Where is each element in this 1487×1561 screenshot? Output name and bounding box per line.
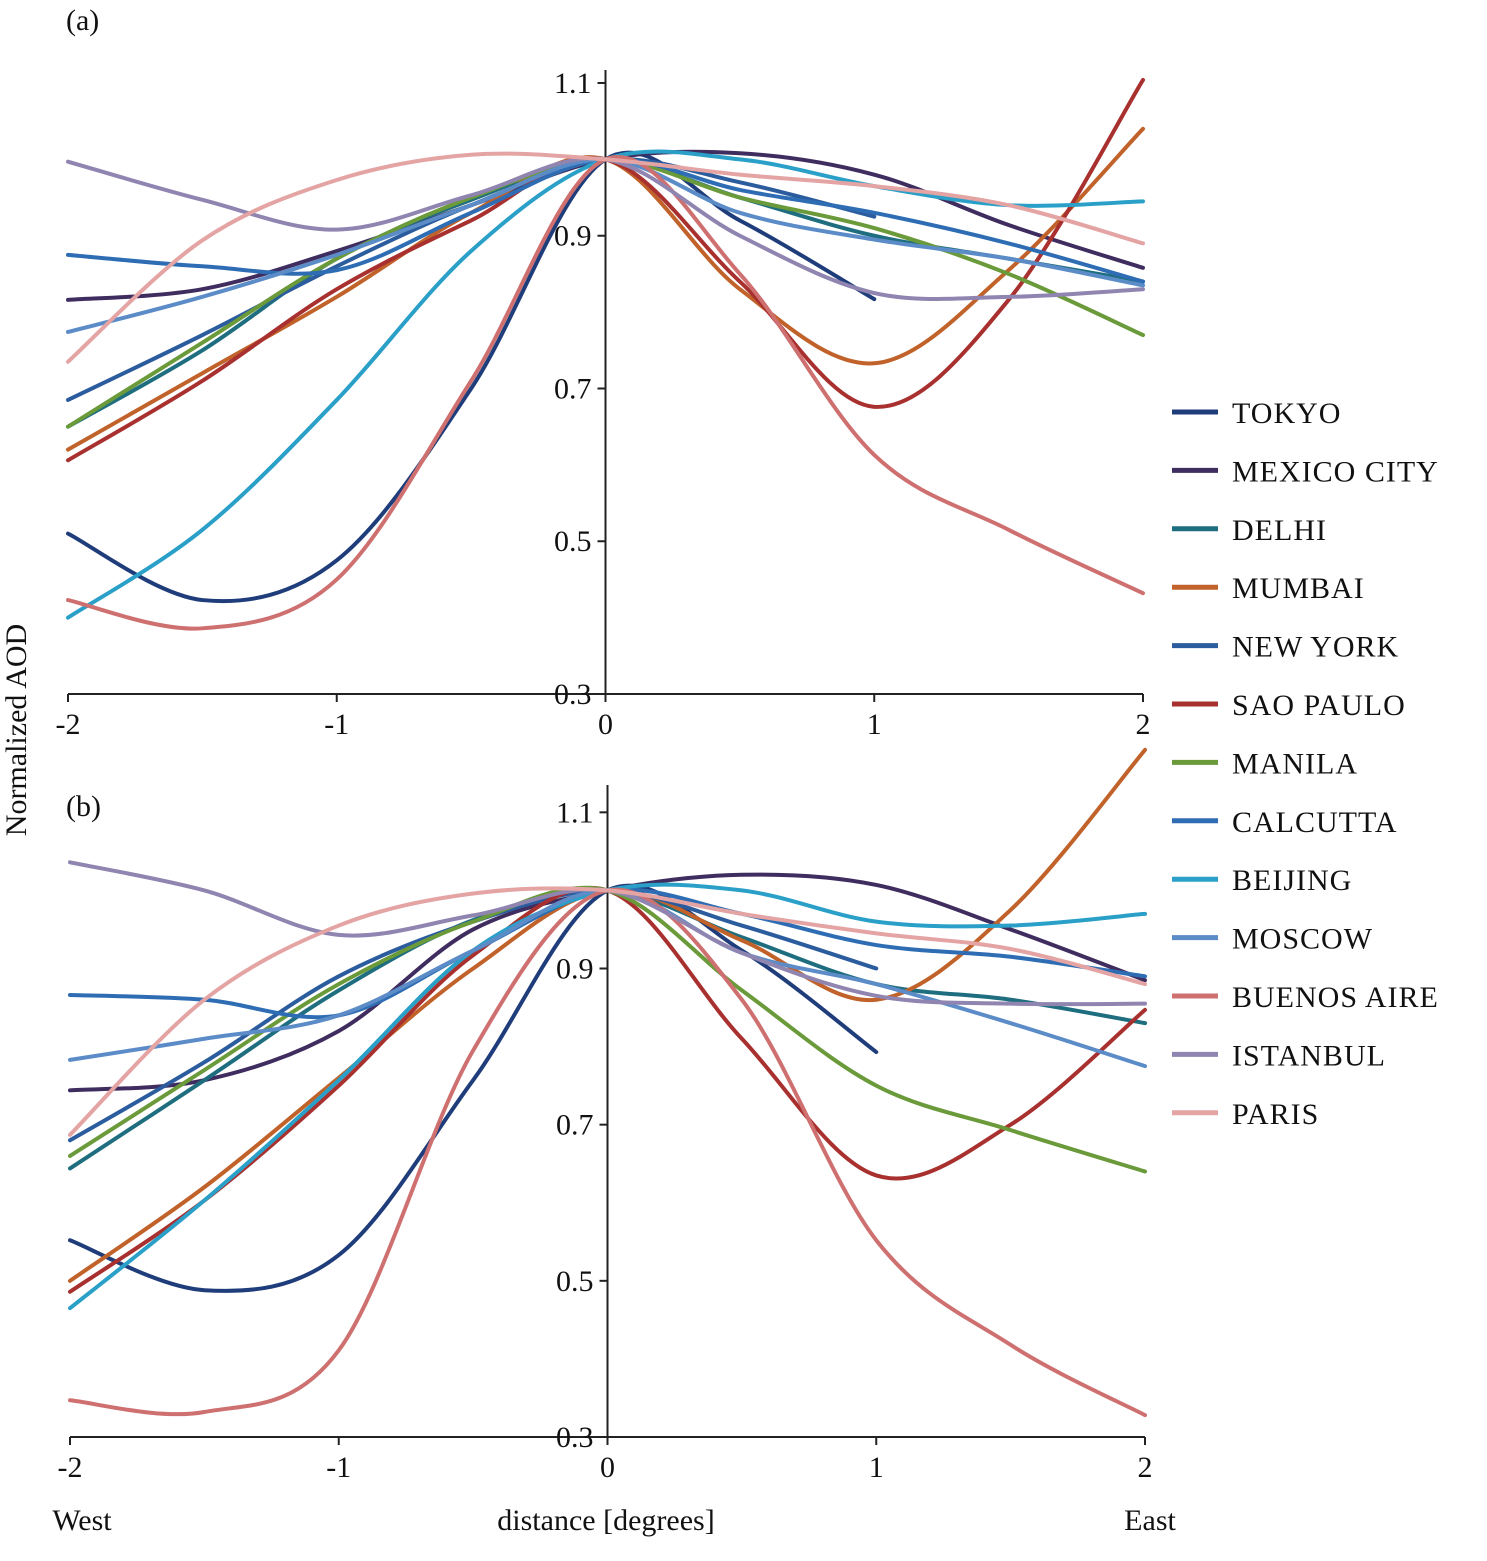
legend-label: DELHI bbox=[1232, 514, 1327, 547]
panel-label: (b) bbox=[66, 790, 101, 823]
legend-label: ISTANBUL bbox=[1232, 1039, 1386, 1072]
series-line bbox=[66, 150, 877, 604]
panel-label: (a) bbox=[66, 4, 99, 37]
legend-label: MANILA bbox=[1232, 747, 1358, 780]
series-line bbox=[68, 883, 879, 1293]
x-tick-label: 2 bbox=[1136, 708, 1151, 741]
y-tick-label: 0.7 bbox=[554, 372, 592, 405]
x-tick-label: 1 bbox=[867, 708, 882, 741]
legend-label: MEXICO CITY bbox=[1232, 455, 1439, 488]
x-tick-label: -1 bbox=[324, 708, 349, 741]
y-tick-label: 0.5 bbox=[556, 1265, 594, 1298]
y-tick-label: 1.1 bbox=[556, 796, 594, 829]
series-line bbox=[68, 886, 1147, 1137]
y-tick-label: 1.1 bbox=[554, 67, 592, 100]
y-tick-label: 0.7 bbox=[556, 1109, 594, 1142]
x-tick-label: 0 bbox=[598, 708, 613, 741]
legend-label: SAO PAULO bbox=[1232, 689, 1406, 722]
y-axis-label: Normalized AOD bbox=[0, 624, 33, 836]
series-line bbox=[66, 77, 1145, 463]
legend-label: BEIJING bbox=[1232, 864, 1352, 897]
legend-label: MOSCOW bbox=[1232, 923, 1373, 956]
series-line bbox=[66, 149, 1145, 620]
x-tick-label: -2 bbox=[56, 708, 81, 741]
x-end-label: West bbox=[52, 1504, 112, 1537]
x-tick-label: 0 bbox=[600, 1451, 615, 1484]
legend-label: TOKYO bbox=[1232, 397, 1341, 430]
y-tick-label: 0.5 bbox=[554, 525, 592, 558]
y-tick-label: 0.3 bbox=[554, 678, 592, 711]
legend-label: NEW YORK bbox=[1232, 631, 1399, 664]
y-tick-label: 0.9 bbox=[554, 220, 592, 253]
legend-label: BUENOS AIRE bbox=[1232, 981, 1439, 1014]
series-line bbox=[68, 882, 1147, 1311]
series-line bbox=[66, 151, 1145, 364]
legend-label: CALCUTTA bbox=[1232, 806, 1398, 839]
legend-label: PARIS bbox=[1232, 1098, 1319, 1131]
x-tick-label: -1 bbox=[326, 1451, 351, 1484]
x-end-label: East bbox=[1124, 1504, 1176, 1537]
x-tick-label: -2 bbox=[58, 1451, 83, 1484]
x-tick-label: 2 bbox=[1138, 1451, 1153, 1484]
y-tick-label: 0.9 bbox=[556, 952, 594, 985]
y-tick-label: 0.3 bbox=[556, 1421, 594, 1454]
x-axis-label: distance [degrees] bbox=[497, 1504, 714, 1537]
x-tick-label: 1 bbox=[869, 1451, 884, 1484]
legend-label: MUMBAI bbox=[1232, 572, 1365, 605]
